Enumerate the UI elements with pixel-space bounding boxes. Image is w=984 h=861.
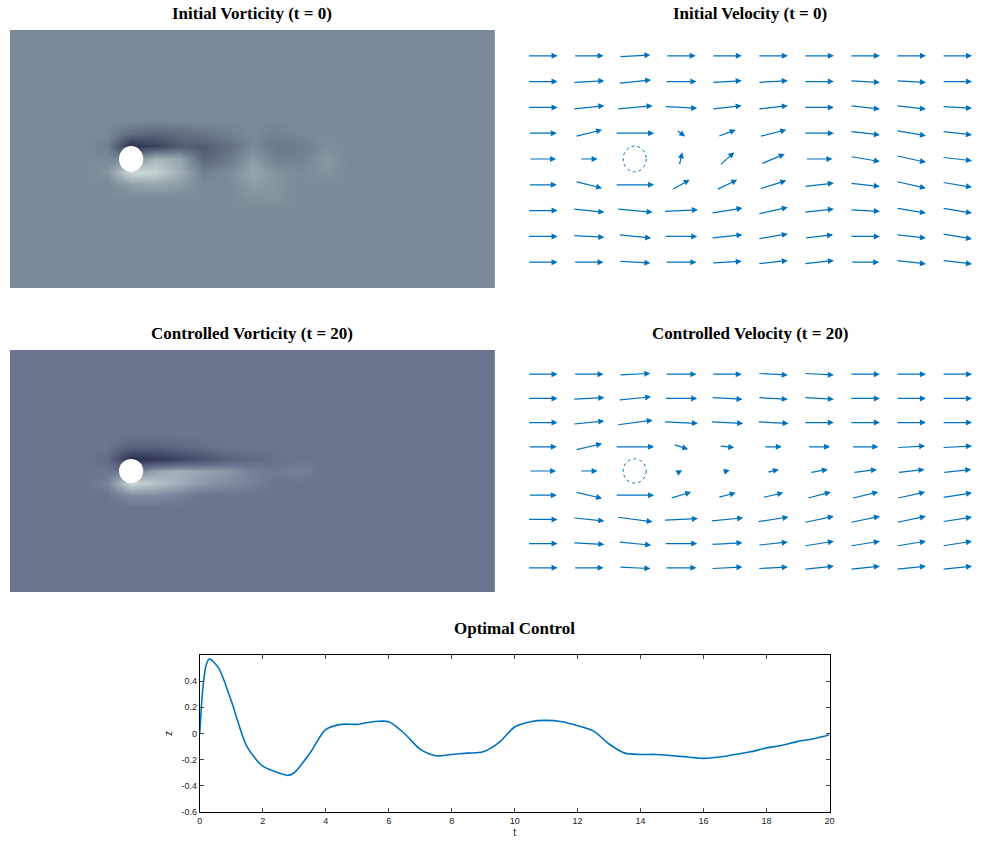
svg-text:6: 6 bbox=[386, 816, 391, 826]
svg-text:-0.2: -0.2 bbox=[181, 755, 197, 765]
svg-text:Controlled Vorticity (t = 20): Controlled Vorticity (t = 20) bbox=[151, 324, 353, 343]
svg-text:Initial Velocity (t = 0): Initial Velocity (t = 0) bbox=[673, 4, 827, 23]
svg-text:18: 18 bbox=[762, 816, 772, 826]
svg-text:0.2: 0.2 bbox=[184, 702, 197, 712]
svg-text:Controlled Velocity (t = 20): Controlled Velocity (t = 20) bbox=[652, 324, 848, 343]
svg-text:12: 12 bbox=[573, 816, 583, 826]
svg-text:2: 2 bbox=[260, 816, 265, 826]
svg-text:10: 10 bbox=[510, 816, 520, 826]
svg-text:8: 8 bbox=[449, 816, 454, 826]
svg-text:14: 14 bbox=[636, 816, 646, 826]
svg-text:-0.6: -0.6 bbox=[181, 807, 197, 817]
svg-text:0.4: 0.4 bbox=[184, 676, 197, 686]
svg-text:z: z bbox=[163, 731, 174, 736]
svg-text:Initial Vorticity (t = 0): Initial Vorticity (t = 0) bbox=[172, 4, 332, 23]
svg-text:Optimal Control: Optimal Control bbox=[454, 619, 575, 638]
svg-text:16: 16 bbox=[699, 816, 709, 826]
svg-text:20: 20 bbox=[825, 816, 835, 826]
svg-text:t: t bbox=[513, 827, 516, 838]
svg-text:0: 0 bbox=[192, 729, 197, 739]
svg-text:0: 0 bbox=[197, 816, 202, 826]
svg-text:4: 4 bbox=[323, 816, 328, 826]
svg-text:-0.4: -0.4 bbox=[181, 781, 197, 791]
